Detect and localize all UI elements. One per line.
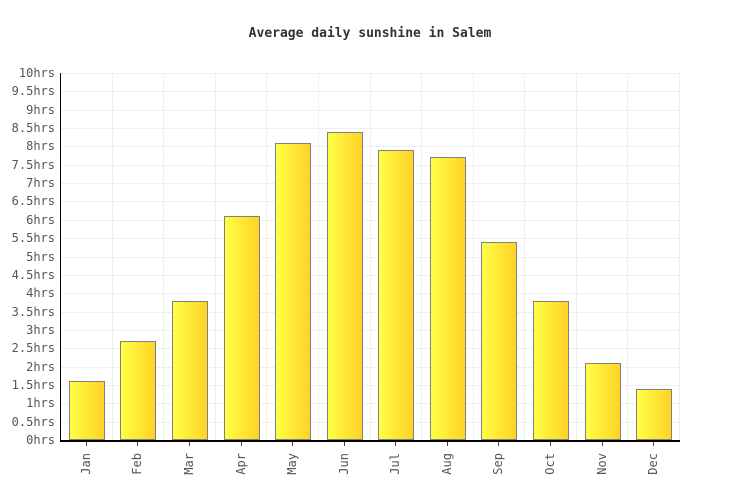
y-tick-label: 7.5hrs [11, 157, 55, 172]
v-gridline [317, 73, 319, 440]
x-tick-label-oct: Oct [543, 453, 558, 475]
x-tick-mark [550, 442, 552, 446]
h-gridline [61, 164, 680, 166]
x-tick-mark [653, 442, 655, 446]
y-tick-label: 0.5hrs [11, 414, 55, 429]
h-gridline [61, 73, 680, 74]
x-tick-mark [395, 442, 397, 446]
x-tick-mark [601, 442, 603, 446]
y-tick-label: 4hrs [26, 286, 55, 301]
x-tick-label-feb: Feb [130, 453, 145, 475]
x-tick-label-jan: Jan [78, 453, 93, 475]
v-gridline [369, 73, 371, 440]
bar-apr [223, 216, 260, 440]
v-gridline [679, 73, 680, 440]
x-tick-label-may: May [285, 453, 300, 475]
y-tick-label: 0hrs [26, 433, 55, 447]
bar-sep [481, 241, 518, 440]
bar-jul [378, 150, 415, 440]
x-tick-mark [137, 442, 139, 446]
h-gridline [61, 219, 680, 221]
bar-mar [171, 300, 208, 440]
bar-jun [326, 131, 363, 440]
y-tick-label: 4.5hrs [11, 267, 55, 282]
bar-aug [429, 157, 466, 440]
y-tick-label: 1hrs [26, 396, 55, 411]
x-tick-mark [446, 442, 448, 446]
x-tick-mark [498, 442, 500, 446]
bar-oct [533, 300, 570, 440]
h-gridline [61, 183, 680, 185]
h-gridline [61, 403, 680, 405]
h-gridline [61, 274, 680, 276]
y-tick-label: 2hrs [26, 359, 55, 374]
y-tick-label: 5.5hrs [11, 231, 55, 246]
y-tick-label: 6.5hrs [11, 194, 55, 209]
y-tick-label: 9hrs [26, 102, 55, 117]
v-gridline [627, 73, 629, 440]
h-gridline [61, 201, 680, 203]
bar-jan [68, 381, 105, 440]
v-gridline [472, 73, 474, 440]
y-tick-label: 6hrs [26, 212, 55, 227]
y-tick-label: 5hrs [26, 249, 55, 264]
y-tick-label: 10hrs [18, 66, 55, 80]
h-gridline [61, 311, 680, 313]
bar-dec [636, 388, 673, 440]
bar-may [275, 142, 312, 440]
bar-feb [120, 340, 157, 440]
h-gridline [61, 238, 680, 240]
h-gridline [61, 366, 680, 368]
h-gridline [61, 384, 680, 386]
h-gridline [61, 256, 680, 258]
y-tick-label: 9.5hrs [11, 84, 55, 99]
v-gridline [163, 73, 165, 440]
h-gridline [61, 146, 680, 148]
y-tick-label: 7hrs [26, 176, 55, 191]
y-tick-label: 8.5hrs [11, 121, 55, 136]
plot-area [60, 73, 680, 442]
h-gridline [61, 348, 680, 350]
x-tick-mark [343, 442, 345, 446]
chart-title: Average daily sunshine in Salem [248, 26, 492, 41]
x-tick-mark [85, 442, 87, 446]
x-tick-label-dec: Dec [646, 453, 661, 475]
h-gridline [61, 421, 680, 423]
v-gridline [524, 73, 526, 440]
y-tick-label: 3hrs [26, 322, 55, 337]
y-tick-label: 1.5hrs [11, 377, 55, 392]
v-gridline [421, 73, 423, 440]
v-gridline [111, 73, 113, 440]
h-gridline [61, 128, 680, 130]
x-tick-label-apr: Apr [233, 453, 248, 475]
x-tick-label-jun: Jun [336, 453, 351, 475]
x-tick-label-aug: Aug [439, 453, 454, 475]
h-gridline [61, 91, 680, 93]
x-tick-label-sep: Sep [491, 453, 506, 475]
x-tick-label-nov: Nov [594, 453, 609, 475]
y-tick-label: 8hrs [26, 139, 55, 154]
h-gridline [61, 109, 680, 111]
x-tick-label-jul: Jul [388, 453, 403, 475]
x-tick-mark [240, 442, 242, 446]
y-tick-label: 2.5hrs [11, 341, 55, 356]
x-tick-mark [292, 442, 294, 446]
v-gridline [266, 73, 268, 440]
y-tick-label: 3.5hrs [11, 304, 55, 319]
v-gridline [575, 73, 577, 440]
bar-nov [584, 362, 621, 440]
v-gridline [214, 73, 216, 440]
h-gridline [61, 329, 680, 331]
x-tick-label-mar: Mar [181, 453, 196, 475]
x-tick-mark [188, 442, 190, 446]
h-gridline [61, 293, 680, 295]
